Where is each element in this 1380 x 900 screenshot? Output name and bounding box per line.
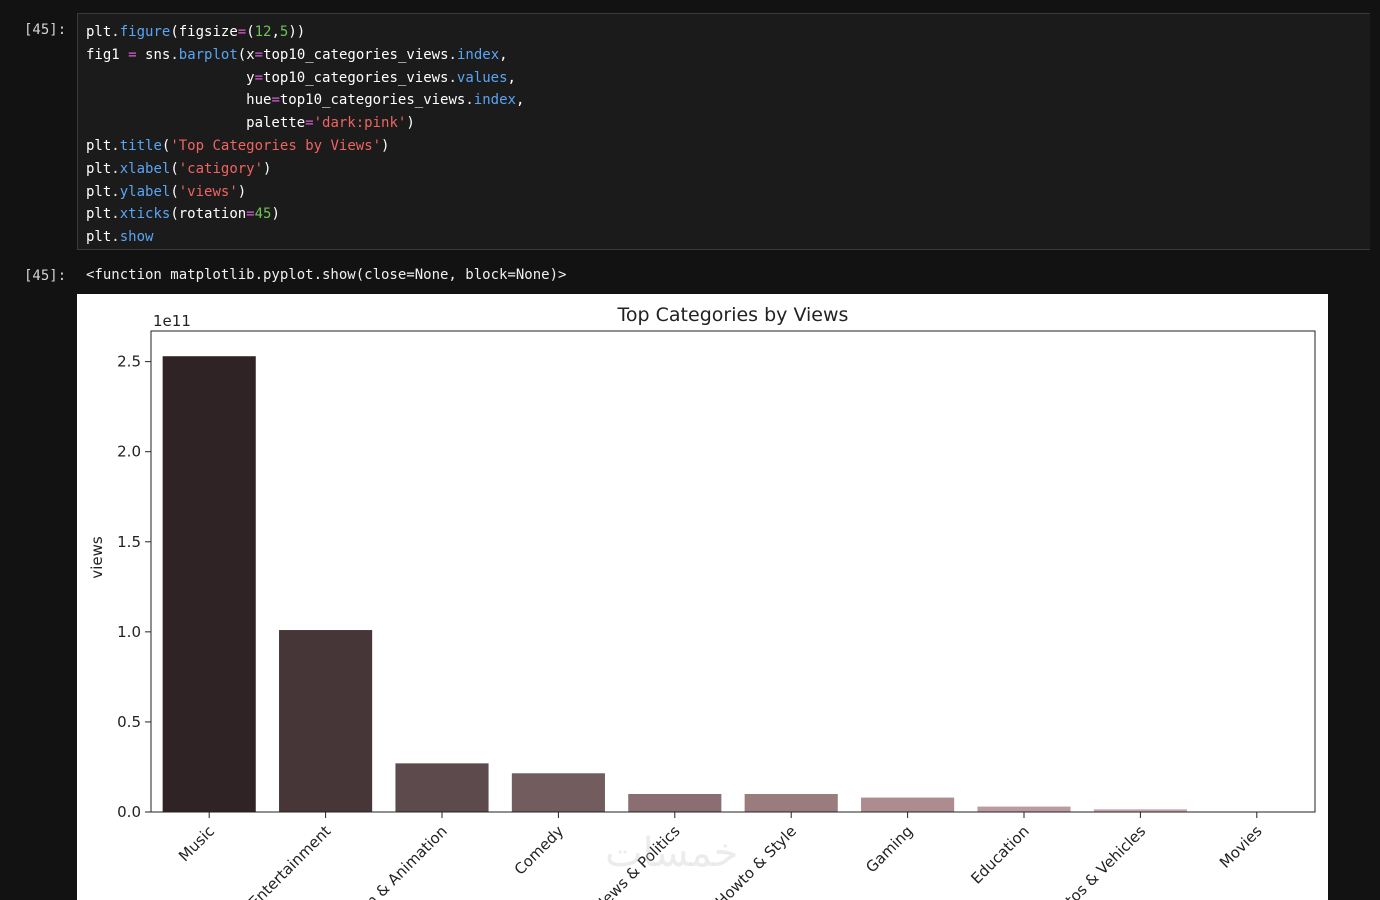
x-tick-label: Comedy [511, 822, 568, 879]
chart-title: Top Categories by Views [617, 304, 849, 326]
bar-howto-style [744, 793, 838, 812]
bar-education [977, 806, 1071, 812]
code-line[interactable]: plt.figure(figsize=(12,5)) [86, 24, 306, 40]
code-line[interactable]: hue=top10_categories_views.index, [86, 92, 525, 109]
x-tick-label: Howto & Style [712, 822, 800, 900]
y-axis-label: views [88, 536, 106, 579]
y-tick-label: 1.0 [117, 623, 141, 641]
code-line[interactable]: plt.show [86, 229, 154, 246]
code-editor[interactable]: plt.figure(figsize=(12,5)) fig1 = sns.ba… [86, 21, 524, 249]
code-line[interactable]: plt.ylabel('views') [86, 183, 247, 200]
y-tick-label: 0.5 [117, 713, 141, 731]
x-tick-label: Education [967, 822, 1033, 888]
input-prompt: [45]: [24, 22, 67, 38]
x-tick-label: Autos & Vehicles [1048, 822, 1149, 900]
bar-gaming [861, 797, 955, 812]
code-line[interactable]: palette='dark:pink') [86, 115, 415, 132]
code-line[interactable]: plt.xticks(rotation=45) [86, 206, 280, 223]
code-line[interactable]: plt.title('Top Categories by Views') [86, 137, 390, 154]
x-tick-label: Music [175, 822, 218, 865]
x-tick-label: Entertainment [245, 822, 334, 900]
plot-frame [150, 330, 1316, 813]
bar-music [162, 356, 256, 812]
bar-autos-vehicles [1093, 809, 1187, 812]
y-tick-label: 2.0 [117, 443, 141, 461]
y-tick-label: 1.5 [117, 533, 141, 551]
y-offset-label: 1e11 [153, 312, 191, 330]
bar-entertainment [279, 630, 373, 812]
x-tick-label: News & Politics [590, 822, 683, 900]
x-tick-label: Movies [1216, 822, 1266, 872]
bar-film-animation [395, 763, 489, 812]
code-line[interactable]: plt.xlabel('catigory') [86, 160, 272, 177]
bar-comedy [511, 773, 605, 812]
bar-chart: 0.0 0.5 1.0 1.5 2.0 2.5 Music Entertainment Film… [88, 304, 1316, 900]
y-tick-label: 0.0 [117, 803, 141, 821]
scrollbar[interactable] [1370, 0, 1380, 900]
code-line[interactable]: y=top10_categories_views.values, [86, 69, 516, 86]
output-text: <function matplotlib.pyplot.show(close=N… [86, 267, 567, 283]
x-tick-label: Gaming [862, 822, 916, 876]
y-tick-label: 2.5 [117, 353, 141, 371]
bar-news-politics [628, 793, 722, 812]
output-prompt: [45]: [24, 268, 67, 284]
code-cell[interactable]: plt.figure(figsize=(12,5)) fig1 = sns.ba… [77, 13, 1380, 250]
code-line[interactable]: fig1 = sns.barplot(x=top10_categories_vi… [86, 46, 508, 63]
chart-figure: 0.0 0.5 1.0 1.5 2.0 2.5 Music Entertainment Film… [77, 294, 1328, 900]
x-tick-label: Film & Animation [347, 822, 450, 900]
